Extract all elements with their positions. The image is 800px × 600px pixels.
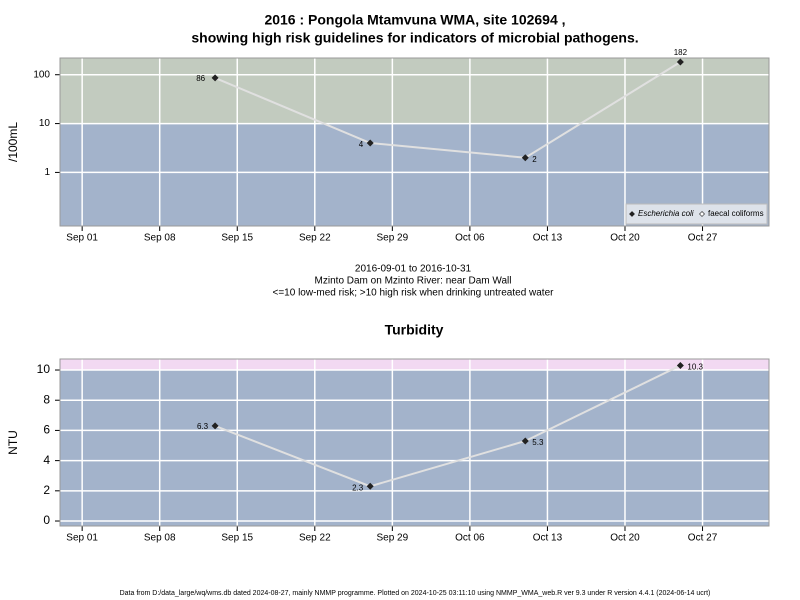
y-axis-label: NTU bbox=[6, 430, 20, 455]
low-risk-band bbox=[60, 370, 769, 526]
legend-marker bbox=[629, 211, 635, 217]
x-tick-label: Oct 13 bbox=[533, 533, 563, 544]
value-label: 2.3 bbox=[352, 483, 364, 492]
series-line bbox=[214, 364, 681, 488]
x-tick-label: Sep 29 bbox=[376, 533, 408, 544]
x-tick-label: Sep 08 bbox=[144, 233, 176, 244]
point bbox=[211, 422, 219, 430]
plot-border bbox=[59, 57, 770, 227]
value-label: 2 bbox=[532, 155, 537, 164]
x-tick-label: Oct 20 bbox=[610, 233, 640, 244]
y-tick-label: 8 bbox=[43, 392, 50, 406]
x-tick-label: Sep 08 bbox=[144, 533, 176, 544]
point bbox=[366, 482, 374, 490]
value-label: 5.3 bbox=[532, 438, 544, 447]
point bbox=[521, 437, 529, 445]
x-tick-label: Oct 27 bbox=[688, 233, 718, 244]
x-tick-label: Sep 22 bbox=[299, 233, 331, 244]
y-tick-label: 0 bbox=[43, 513, 50, 527]
y-tick-label: 1 bbox=[44, 167, 50, 178]
point bbox=[676, 361, 684, 369]
legend-label: Escherichia coli bbox=[638, 209, 694, 218]
plot-border bbox=[59, 358, 770, 527]
high-risk-band bbox=[60, 58, 769, 124]
subtitle: <=10 low-med risk; >10 high risk when dr… bbox=[273, 288, 555, 299]
y-tick-label: 100 bbox=[33, 69, 50, 80]
x-tick-label: Sep 01 bbox=[66, 533, 98, 544]
value-label: 4 bbox=[359, 140, 364, 149]
value-label: 10.3 bbox=[687, 363, 703, 372]
title: showing high risk guidelines for indicat… bbox=[191, 30, 638, 46]
point bbox=[366, 139, 374, 147]
x-tick-label: Oct 13 bbox=[533, 233, 563, 244]
high-risk-band bbox=[60, 359, 769, 371]
title: 2016 : Pongola Mtamvuna WMA, site 102694… bbox=[264, 12, 565, 28]
subtitle: Mzinto Dam on Mzinto River: near Dam Wal… bbox=[315, 276, 512, 287]
y-tick-label: 10 bbox=[37, 362, 51, 376]
x-tick-label: Oct 20 bbox=[610, 533, 640, 544]
value-label: 6.3 bbox=[197, 422, 209, 431]
legend-marker bbox=[699, 211, 705, 217]
y-tick-label: 4 bbox=[43, 453, 50, 467]
value-label: 86 bbox=[196, 74, 205, 83]
y-tick-label: 2 bbox=[43, 483, 50, 497]
x-tick-label: Sep 22 bbox=[299, 533, 331, 544]
footer: Data from D:/data_large/wq/wms.db dated … bbox=[120, 590, 711, 597]
x-tick-label: Sep 15 bbox=[221, 233, 253, 244]
x-tick-label: Sep 29 bbox=[376, 233, 408, 244]
y-tick-label: 6 bbox=[43, 423, 50, 437]
subtitle: 2016-09-01 to 2016-10-31 bbox=[355, 264, 472, 275]
x-tick-label: Oct 27 bbox=[688, 533, 718, 544]
x-tick-label: Sep 15 bbox=[221, 533, 253, 544]
point bbox=[211, 74, 219, 82]
value-label: 182 bbox=[674, 48, 688, 57]
y-tick-label: 10 bbox=[39, 118, 51, 129]
x-tick-label: Oct 06 bbox=[455, 233, 485, 244]
point bbox=[676, 58, 684, 66]
series-line bbox=[214, 61, 681, 159]
x-tick-label: Sep 01 bbox=[66, 233, 98, 244]
legend-label: faecal coliforms bbox=[708, 209, 764, 218]
chart-title: Turbidity bbox=[385, 322, 444, 338]
legend-box bbox=[625, 203, 768, 225]
y-axis-label: /100mL bbox=[6, 122, 20, 162]
point bbox=[521, 154, 529, 162]
x-tick-label: Oct 06 bbox=[455, 533, 485, 544]
